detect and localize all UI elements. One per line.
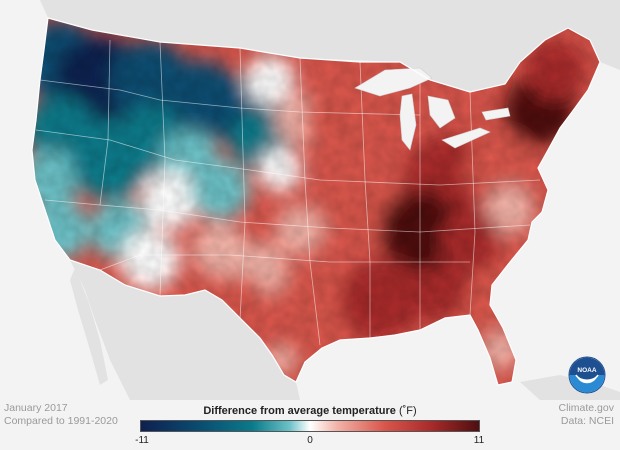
mexico-land xyxy=(70,260,300,400)
lake-erie xyxy=(441,127,491,149)
credit: Climate.gov Data: NCEI xyxy=(559,402,614,428)
temperature-anomaly-map xyxy=(31,0,620,400)
data-label: Data: NCEI xyxy=(560,415,614,427)
source-label: Climate.gov xyxy=(558,402,614,414)
legend-unit: (˚F) xyxy=(398,405,417,417)
legend-max-label: 11 xyxy=(473,435,485,446)
great-lakes xyxy=(354,67,511,151)
noaa-logo-icon: NOAA xyxy=(568,356,606,394)
lake-superior xyxy=(354,67,433,97)
lake-ontario xyxy=(481,107,511,121)
legend-mid-label: 0 xyxy=(307,435,313,446)
legend-color-bar xyxy=(140,420,480,432)
lake-michigan xyxy=(399,93,417,151)
caption: January 2017 Compared to 1991-2020 xyxy=(4,402,118,428)
map-svg xyxy=(31,0,620,400)
canada-land xyxy=(40,0,620,92)
state-borders xyxy=(35,39,541,346)
lake-huron xyxy=(427,95,456,129)
anomaly-field xyxy=(32,18,600,385)
legend-min-label: -11 xyxy=(135,435,149,446)
cuba-land xyxy=(520,375,620,400)
svg-text:NOAA: NOAA xyxy=(577,367,596,374)
legend-title-text: Difference from average temperature xyxy=(203,405,396,417)
baja-peninsula xyxy=(70,268,108,385)
surrounding-land xyxy=(40,0,620,400)
baseline-label: Compared to 1991-2020 xyxy=(4,415,118,427)
legend-title: Difference from average temperature (˚F) xyxy=(140,405,480,417)
period-label: January 2017 xyxy=(4,402,68,414)
